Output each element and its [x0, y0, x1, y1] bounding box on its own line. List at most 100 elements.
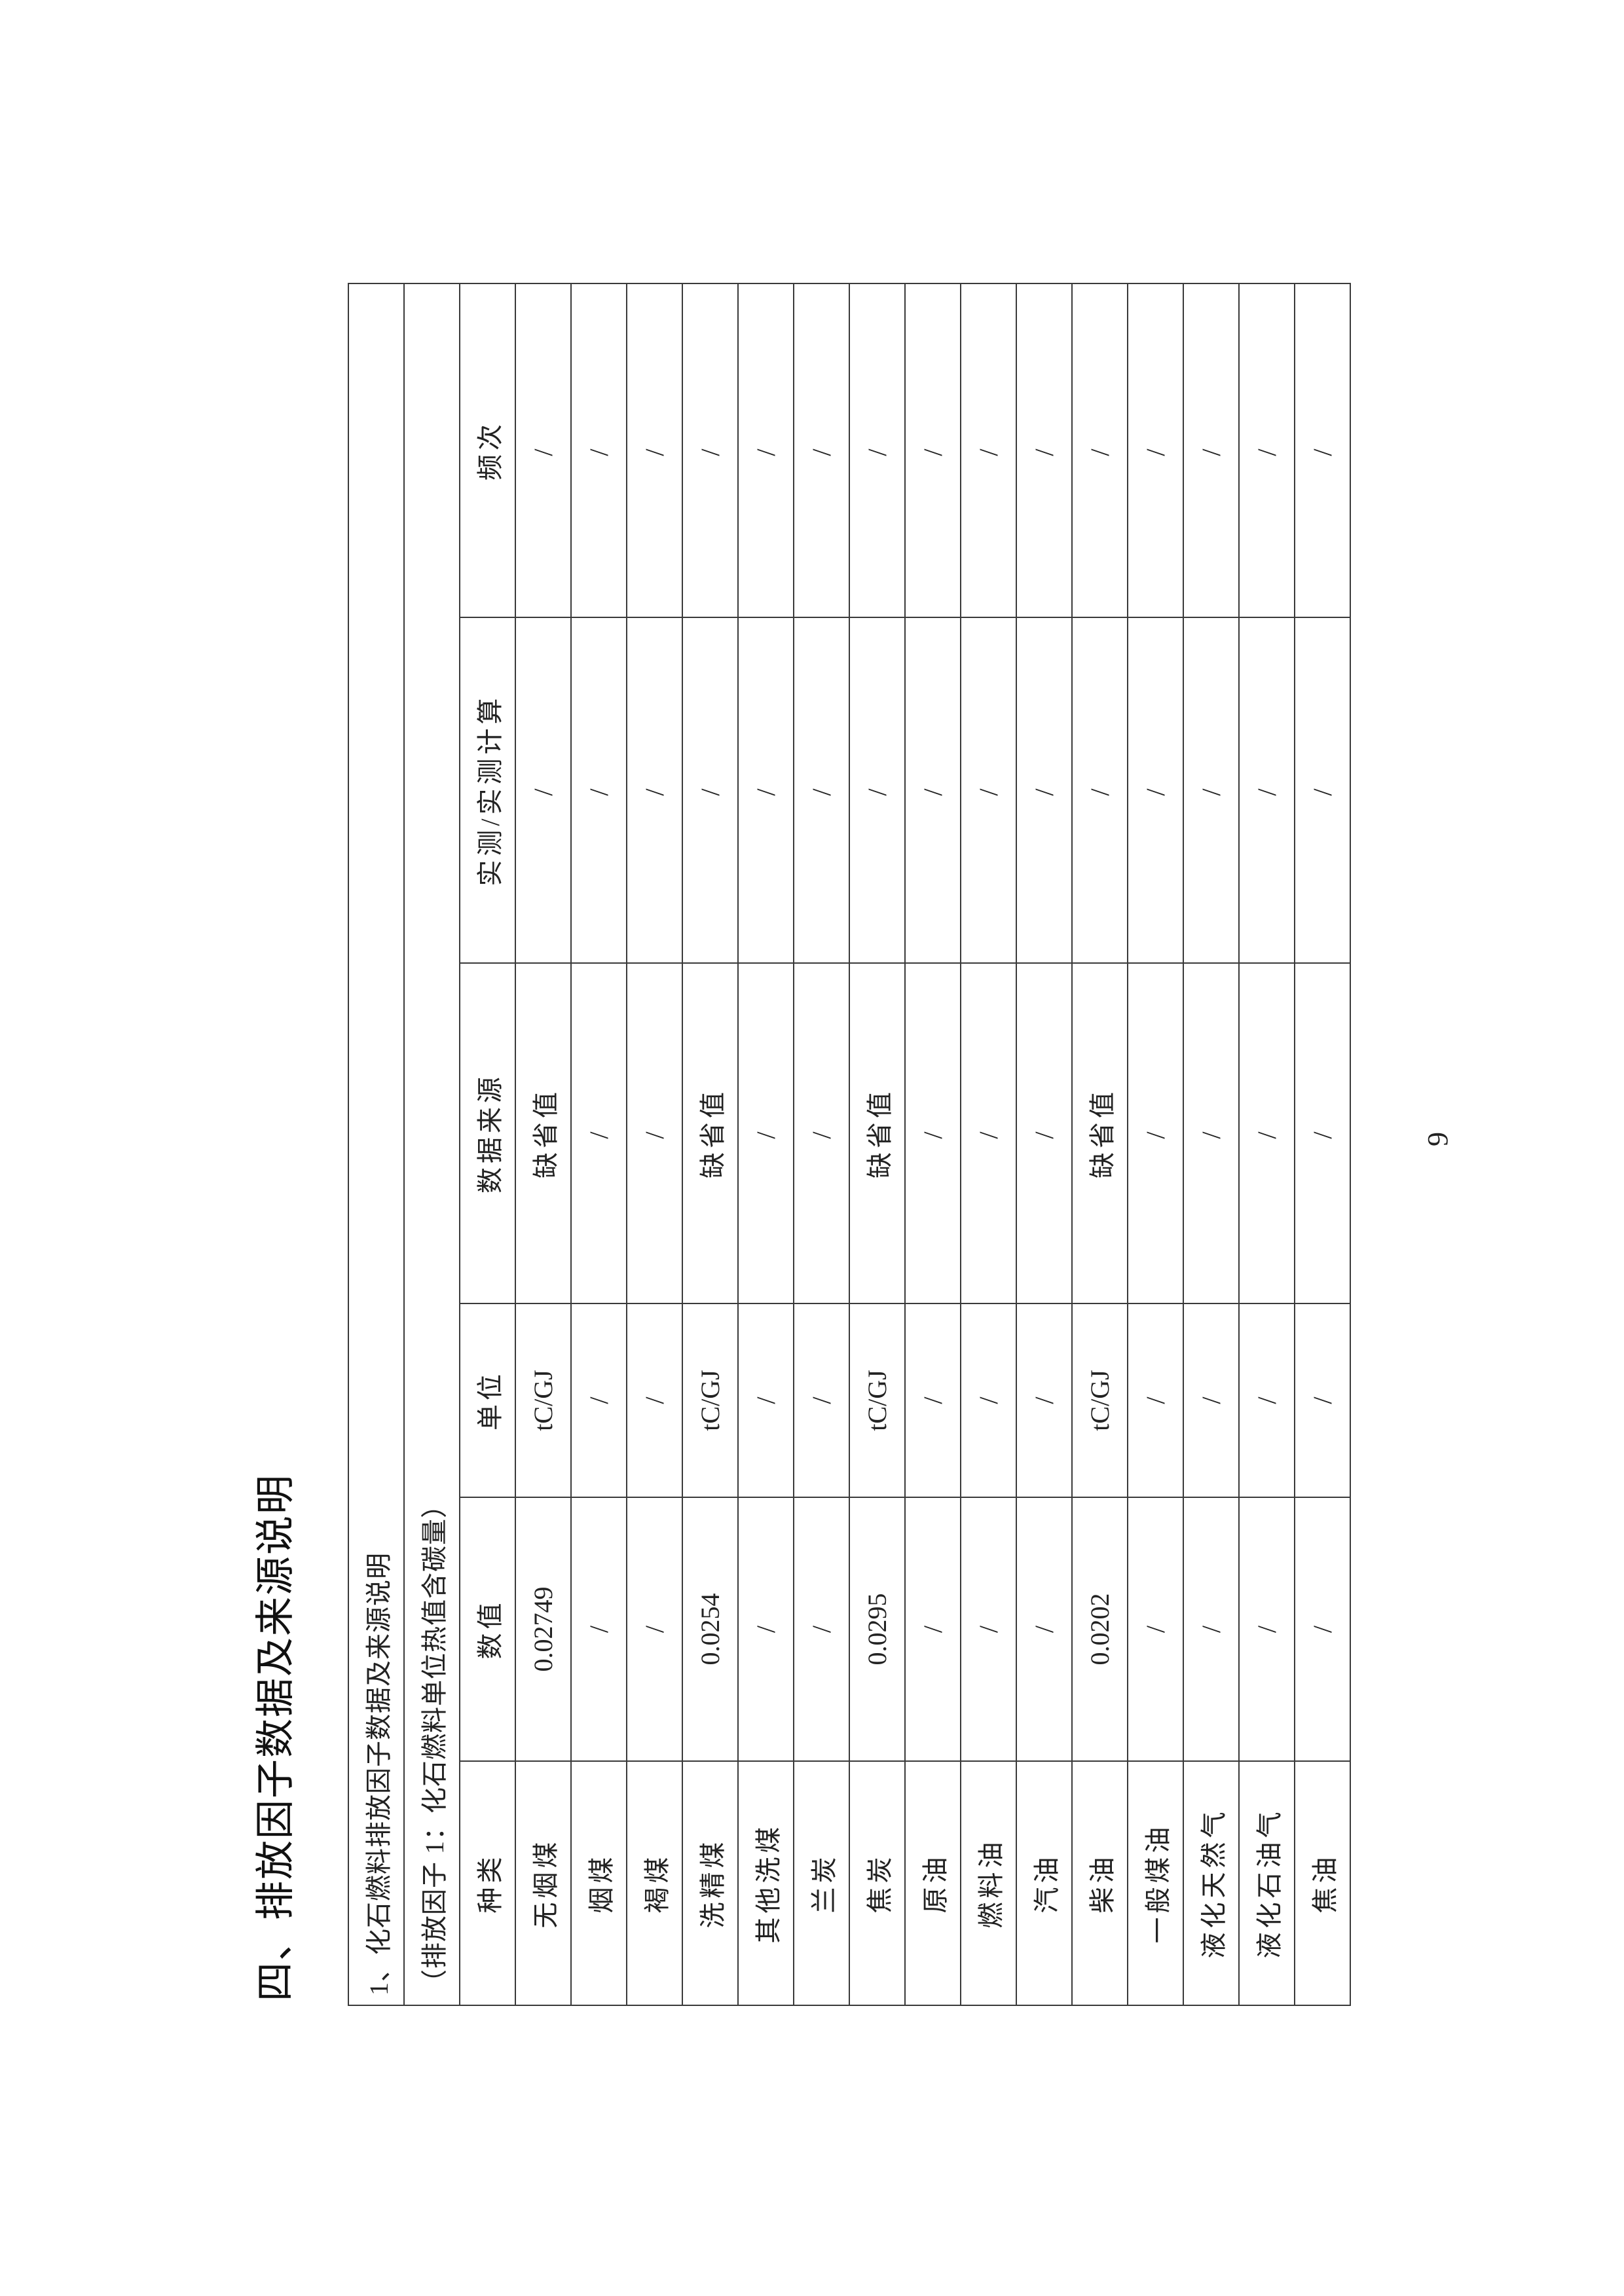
- cell-measured: /: [1183, 617, 1239, 963]
- table-row: 焦油 / / / / /: [1295, 283, 1350, 2005]
- cell-data-source: /: [1239, 963, 1295, 1303]
- header-unit: 单位: [460, 1303, 515, 1497]
- emission-factor-table: 1、化石燃料排放因子数据及来源说明 （排放因子 1：化石燃料单位热值含碳量） 种…: [348, 283, 1351, 2006]
- cell-measured: /: [794, 617, 849, 963]
- cell-type: 燃料油: [961, 1761, 1016, 2005]
- cell-type: 无烟煤: [515, 1761, 571, 2005]
- cell-value: /: [1295, 1497, 1350, 1761]
- cell-frequency: /: [682, 283, 738, 617]
- cell-measured: /: [905, 617, 961, 963]
- cell-frequency: /: [571, 283, 627, 617]
- cell-type: 汽油: [1016, 1761, 1072, 2005]
- cell-measured: /: [961, 617, 1016, 963]
- cell-unit: tC/GJ: [682, 1303, 738, 1497]
- cell-type: 其他洗煤: [738, 1761, 794, 2005]
- cell-unit: /: [1239, 1303, 1295, 1497]
- cell-unit: /: [1128, 1303, 1183, 1497]
- cell-frequency: /: [961, 283, 1016, 617]
- cell-unit: /: [905, 1303, 961, 1497]
- cell-data-source: /: [571, 963, 627, 1303]
- cell-data-source: /: [1295, 963, 1350, 1303]
- cell-value: /: [627, 1497, 682, 1761]
- cell-measured: /: [849, 617, 905, 963]
- header-frequency: 频次: [460, 283, 515, 617]
- table-row: 一般煤油 / / / / /: [1128, 283, 1183, 2005]
- header-measured: 实测/实测计算: [460, 617, 515, 963]
- cell-type: 焦炭: [849, 1761, 905, 2005]
- cell-unit: /: [961, 1303, 1016, 1497]
- cell-type: 褐煤: [627, 1761, 682, 2005]
- cell-data-source: /: [1128, 963, 1183, 1303]
- cell-data-source: /: [961, 963, 1016, 1303]
- cell-type: 原油: [905, 1761, 961, 2005]
- table-subcaption: （排放因子 1：化石燃料单位热值含碳量）: [404, 283, 460, 2005]
- cell-type: 洗精煤: [682, 1761, 738, 2005]
- table-row: 洗精煤 0.0254 tC/GJ 缺省值 / /: [682, 283, 738, 2005]
- cell-measured: /: [571, 617, 627, 963]
- cell-frequency: /: [849, 283, 905, 617]
- cell-type: 焦油: [1295, 1761, 1350, 2005]
- table-row: 液化石油气 / / / / /: [1239, 283, 1295, 2005]
- header-data-source: 数据来源: [460, 963, 515, 1303]
- table-row: 液化天然气 / / / / /: [1183, 283, 1239, 2005]
- header-type: 种类: [460, 1761, 515, 2005]
- table-row: 燃料油 / / / / /: [961, 283, 1016, 2005]
- page-number: 9: [1422, 1132, 1454, 1146]
- cell-type: 液化石油气: [1239, 1761, 1295, 2005]
- cell-value: /: [1128, 1497, 1183, 1761]
- cell-frequency: /: [1239, 283, 1295, 617]
- cell-unit: /: [794, 1303, 849, 1497]
- cell-frequency: /: [794, 283, 849, 617]
- cell-value: 0.0254: [682, 1497, 738, 1761]
- cell-measured: /: [1016, 617, 1072, 963]
- cell-value: 0.0202: [1072, 1497, 1128, 1761]
- cell-type: 一般煤油: [1128, 1761, 1183, 2005]
- caption-row: 1、化石燃料排放因子数据及来源说明: [348, 283, 404, 2005]
- cell-type: 液化天然气: [1183, 1761, 1239, 2005]
- cell-frequency: /: [905, 283, 961, 617]
- cell-measured: /: [1072, 617, 1128, 963]
- cell-value: /: [1239, 1497, 1295, 1761]
- cell-value: /: [961, 1497, 1016, 1761]
- cell-data-source: 缺省值: [682, 963, 738, 1303]
- cell-value: /: [1016, 1497, 1072, 1761]
- cell-measured: /: [515, 617, 571, 963]
- cell-value: /: [905, 1497, 961, 1761]
- cell-unit: /: [1183, 1303, 1239, 1497]
- table-row: 焦炭 0.0295 tC/GJ 缺省值 / /: [849, 283, 905, 2005]
- cell-data-source: /: [738, 963, 794, 1303]
- section-title: 四、排放因子数据及来源说明: [253, 1474, 299, 2001]
- cell-data-source: /: [627, 963, 682, 1303]
- cell-unit: tC/GJ: [515, 1303, 571, 1497]
- cell-unit: /: [738, 1303, 794, 1497]
- cell-type: 兰炭: [794, 1761, 849, 2005]
- header-row: 种类 数值 单位 数据来源 实测/实测计算 频次: [460, 283, 515, 2005]
- cell-data-source: 缺省值: [849, 963, 905, 1303]
- cell-value: /: [571, 1497, 627, 1761]
- cell-frequency: /: [1295, 283, 1350, 617]
- table-row: 兰炭 / / / / /: [794, 283, 849, 2005]
- cell-frequency: /: [1183, 283, 1239, 617]
- cell-measured: /: [1239, 617, 1295, 963]
- cell-data-source: /: [794, 963, 849, 1303]
- cell-unit: /: [1295, 1303, 1350, 1497]
- cell-unit: /: [571, 1303, 627, 1497]
- table-row: 柴油 0.0202 tC/GJ 缺省值 / /: [1072, 283, 1128, 2005]
- cell-data-source: /: [1183, 963, 1239, 1303]
- cell-frequency: /: [627, 283, 682, 617]
- cell-unit: /: [1016, 1303, 1072, 1497]
- cell-frequency: /: [515, 283, 571, 617]
- cell-type: 烟煤: [571, 1761, 627, 2005]
- table-row: 汽油 / / / / /: [1016, 283, 1072, 2005]
- cell-frequency: /: [1128, 283, 1183, 617]
- table-row: 褐煤 / / / / /: [627, 283, 682, 2005]
- cell-measured: /: [738, 617, 794, 963]
- cell-data-source: 缺省值: [515, 963, 571, 1303]
- table-row: 烟煤 / / / / /: [571, 283, 627, 2005]
- cell-value: /: [1183, 1497, 1239, 1761]
- cell-unit: tC/GJ: [1072, 1303, 1128, 1497]
- cell-value: /: [794, 1497, 849, 1761]
- subcaption-row: （排放因子 1：化石燃料单位热值含碳量）: [404, 283, 460, 2005]
- table-caption: 1、化石燃料排放因子数据及来源说明: [348, 283, 404, 2005]
